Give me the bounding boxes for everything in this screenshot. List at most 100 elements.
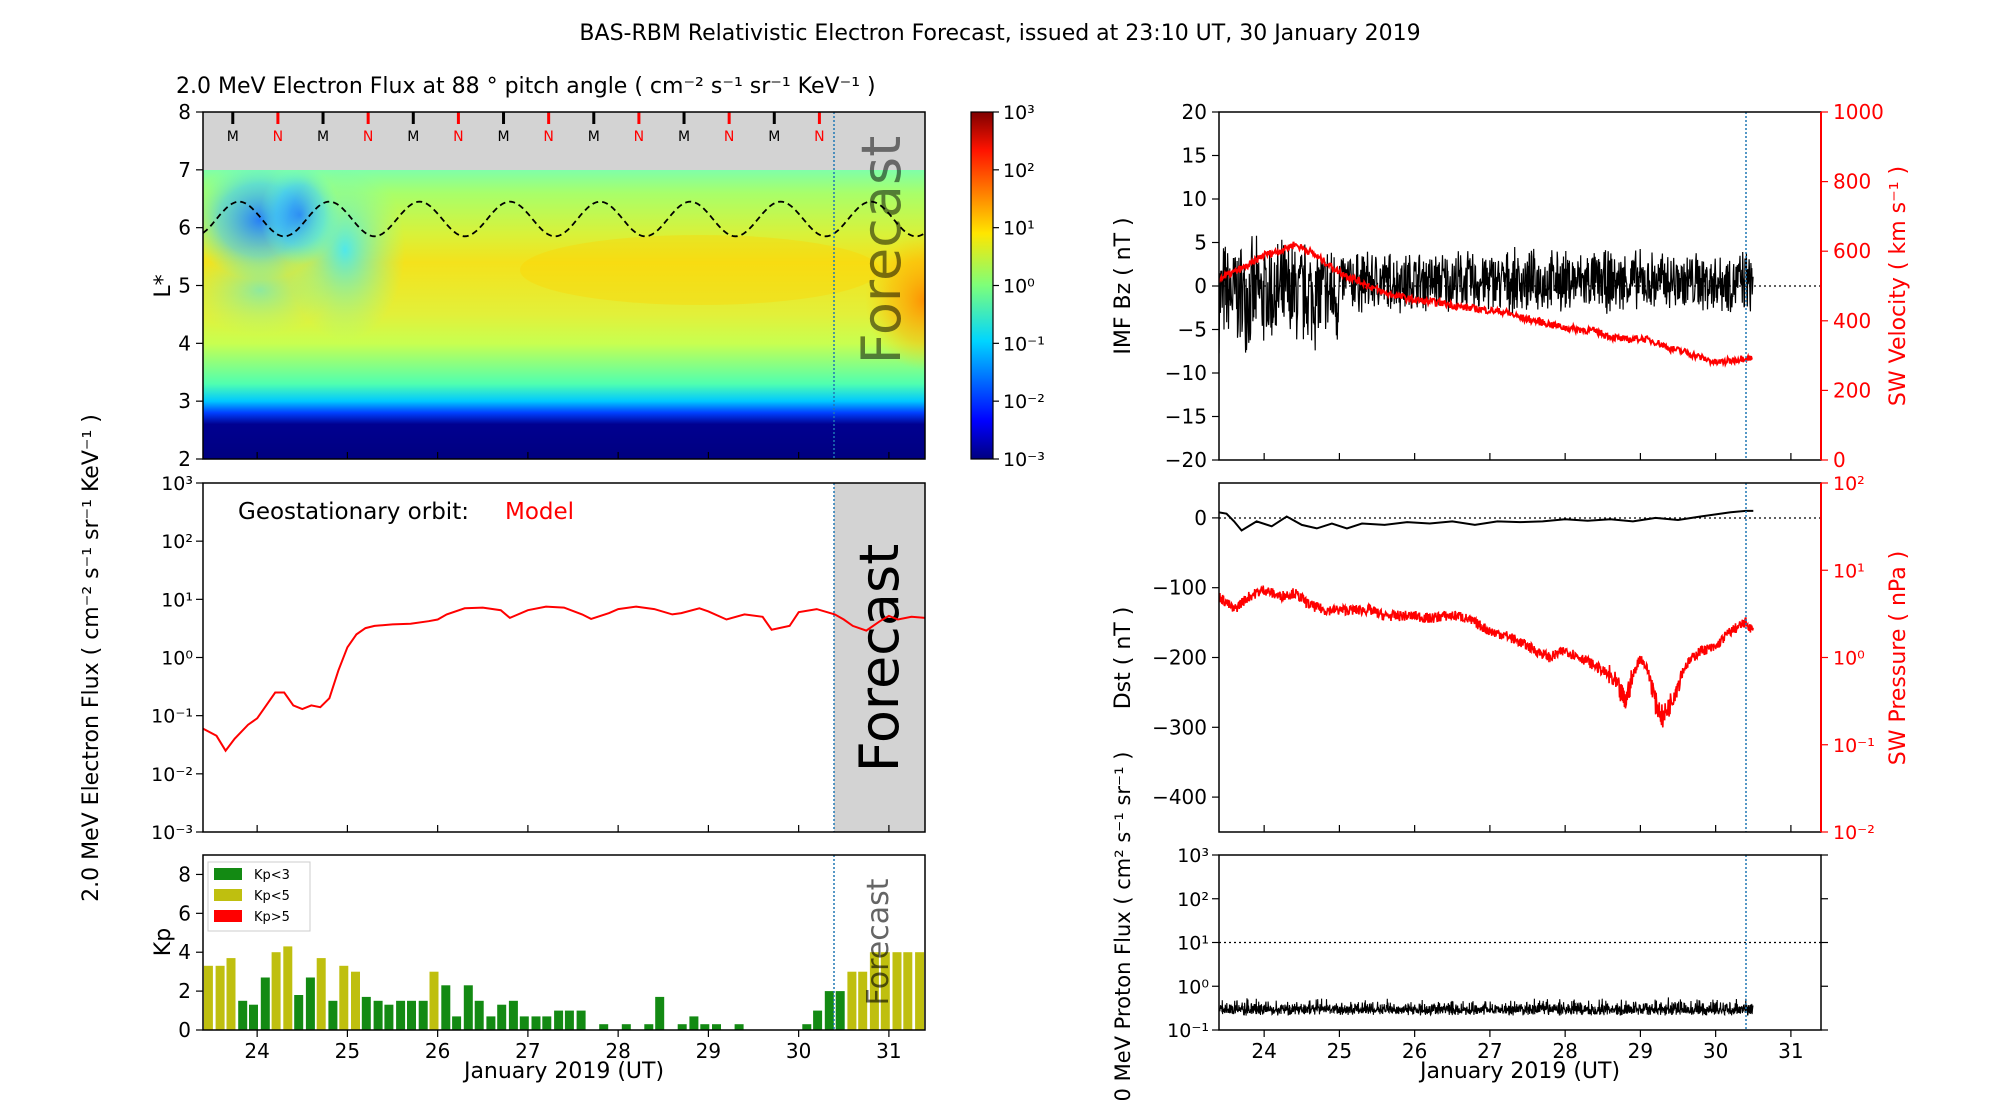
proton-series <box>1219 997 1754 1017</box>
kp-xtick-label: 29 <box>696 1039 721 1063</box>
sw-velocity-ytick-label: 200 <box>1833 378 1871 402</box>
heatmap-y-axis: 2 3 4 5 6 7 8 <box>178 100 890 471</box>
kp-bar <box>734 1024 744 1030</box>
geo-ytick-label: 10⁻² <box>151 764 193 786</box>
kp-bar <box>418 1000 428 1030</box>
sw-velocity-ytick-label: 600 <box>1833 239 1871 263</box>
kp-legend-swatch-mid <box>214 889 242 901</box>
imf-ytick-label: −5 <box>1178 318 1207 342</box>
kp-bar <box>903 952 913 1030</box>
kp-ytick-label: 2 <box>178 979 191 1003</box>
kp-x-ticks: 24 25 26 27 28 29 30 31 <box>244 1030 902 1063</box>
kp-bar <box>497 1004 507 1030</box>
kp-bar <box>407 1000 416 1030</box>
imf-ytick-label: 0 <box>1194 274 1207 298</box>
kp-bar <box>396 1000 406 1030</box>
kp-bar <box>802 1024 812 1030</box>
kp-bar <box>824 991 834 1030</box>
geo-frame <box>202 482 926 833</box>
kp-bar <box>361 996 371 1030</box>
kp-bar <box>554 1010 564 1030</box>
imf-ytick-label: −15 <box>1165 405 1207 429</box>
geo-annotation: Geostationary orbit: <box>238 499 469 525</box>
mn-marker-label: M <box>407 129 419 145</box>
mn-marker-label: N <box>724 129 734 145</box>
proton-xtick-label: 27 <box>1477 1039 1502 1063</box>
kp-ytick-label: 0 <box>178 1018 191 1042</box>
proton-ytick-label: 10¹ <box>1177 933 1209 955</box>
kp-bar <box>689 1016 699 1030</box>
kp-ytick-label: 8 <box>178 862 191 886</box>
dst-ytick-label: 0 <box>1194 506 1207 530</box>
dst-frame <box>1218 482 1822 833</box>
colorbar-tick-label: 10² <box>1003 160 1035 182</box>
mn-marker-label: M <box>588 129 600 145</box>
kp-bar <box>463 985 473 1030</box>
mn-marker-label: N <box>543 129 553 145</box>
kp-bar <box>847 971 857 1030</box>
colorbar-gradient <box>970 111 994 460</box>
kp-ylabel: Kp <box>151 928 176 956</box>
kp-xtick-label: 25 <box>335 1039 360 1063</box>
colorbar-tick-label: 10⁻² <box>1003 391 1045 413</box>
kp-bar <box>260 977 270 1030</box>
dst-ytick-label: −200 <box>1152 646 1207 670</box>
dst-ytick-label: −100 <box>1152 576 1207 600</box>
sw-pressure-ytick-label: 10² <box>1833 473 1865 495</box>
geo-series <box>203 605 925 753</box>
imf-ytick-label: 10 <box>1182 187 1207 211</box>
kp-bar <box>519 1016 529 1030</box>
heatmap-ytick-label: 8 <box>178 100 191 124</box>
kp-legend-swatch-high <box>214 910 242 922</box>
imf-ytick-label: 20 <box>1182 100 1207 124</box>
proton-ylabel: >10 MeV Proton Flux ( cm² s⁻¹ sr⁻¹ ) <box>1111 752 1135 1100</box>
proton-ytick-label: 10⁰ <box>1177 976 1209 998</box>
mn-marker-label: N <box>814 129 824 145</box>
mn-marker-label: M <box>227 129 239 145</box>
sw-velocity-ytick-label: 400 <box>1833 309 1871 333</box>
kp-forecast-watermark: Forecast <box>861 878 896 1005</box>
sw-velocity-ytick-label: 1000 <box>1833 100 1884 124</box>
mn-marker-label: N <box>453 129 463 145</box>
kp-bar <box>813 1010 823 1030</box>
kp-bar <box>531 1016 541 1030</box>
kp-bar <box>892 952 902 1030</box>
kp-bar <box>215 965 225 1030</box>
heatmap-image <box>203 170 925 459</box>
sw-pressure-ytick-label: 10⁻² <box>1833 822 1875 844</box>
colorbar-tick-label: 10⁰ <box>1003 276 1035 298</box>
kp-bar <box>249 1004 258 1030</box>
heatmap-ytick-label: 3 <box>178 389 191 413</box>
kp-bar <box>283 946 293 1030</box>
proton-axes: 10⁻¹ 10⁰ 10¹ 10² 10³ <box>1167 845 1828 1042</box>
proton-xtick-label: 29 <box>1628 1039 1653 1063</box>
lstar-heatmap-panel: 2.0 MeV Electron Flux at 88 ° pitch angl… <box>151 74 1045 471</box>
geo-ytick-label: 10² <box>161 531 193 553</box>
imf-ytick-label: 5 <box>1194 231 1207 255</box>
kp-bar <box>655 996 665 1030</box>
imf-ytick-label: −10 <box>1165 361 1207 385</box>
plasmapause-dashed-line <box>203 200 925 238</box>
heatmap-title: 2.0 MeV Electron Flux at 88 ° pitch angl… <box>176 74 876 99</box>
geo-flux-panel: Forecast Geostationary orbit: Model 10⁻³… <box>79 414 926 902</box>
proton-ytick-label: 10³ <box>1177 845 1209 867</box>
kp-bar <box>441 985 451 1030</box>
mn-marker-label: M <box>768 129 780 145</box>
heatmap-ytick-label: 5 <box>178 274 191 298</box>
kp-bar <box>576 1010 586 1030</box>
mn-marker-label: M <box>317 129 329 145</box>
figure-title: BAS-RBM Relativistic Electron Forecast, … <box>579 21 1420 46</box>
proton-xtick-label: 24 <box>1251 1039 1276 1063</box>
heatmap-ytick-label: 6 <box>178 216 191 240</box>
kp-bar <box>238 1000 248 1030</box>
kp-bar <box>373 1000 383 1030</box>
kp-xlabel: January 2019 (UT) <box>462 1059 664 1084</box>
kp-bar <box>271 952 281 1030</box>
sw-velocity-ytick-label: 800 <box>1833 170 1871 194</box>
kp-frame <box>202 854 926 1031</box>
geo-ytick-label: 10⁻¹ <box>151 706 193 728</box>
dst-series <box>1219 509 1754 728</box>
mn-marker-label: M <box>678 129 690 145</box>
